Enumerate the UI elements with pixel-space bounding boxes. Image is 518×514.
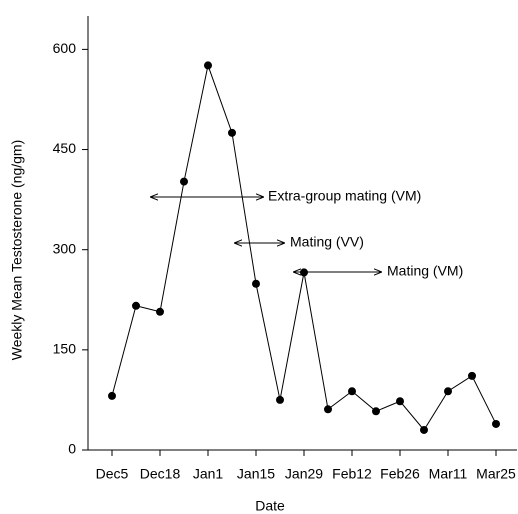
point	[300, 268, 308, 277]
point	[372, 407, 380, 416]
y-tick-label: 450	[53, 140, 77, 156]
y-tick-label: 300	[53, 240, 77, 256]
x-tick-label: Jan29	[285, 466, 323, 482]
x-tick-label: Feb12	[332, 466, 372, 482]
x-tick-label: Dec18	[140, 466, 181, 482]
x-tick-label: Mar11	[429, 466, 468, 482]
point	[132, 301, 140, 310]
point	[468, 371, 476, 380]
y-tick-label: 0	[68, 441, 76, 457]
point	[348, 387, 356, 396]
annotation: Mating (VV)	[290, 234, 364, 250]
point	[324, 405, 332, 414]
x-tick-label: Jan15	[237, 466, 275, 482]
point	[180, 177, 188, 186]
x-tick-label: Dec5	[96, 466, 129, 482]
point	[444, 387, 452, 396]
annotation: Extra-group mating (VM)	[268, 188, 421, 204]
point	[108, 391, 116, 400]
annotation: Mating (VM)	[387, 263, 463, 279]
x-tick-label: Feb26	[380, 466, 420, 482]
x-tick-label: Jan1	[193, 466, 224, 482]
point	[228, 128, 236, 137]
x-tick-label: Mar25	[476, 466, 516, 482]
point	[252, 279, 260, 288]
point	[204, 61, 212, 70]
point	[156, 307, 164, 316]
y-axis-label: Weekly Mean Testosterone (ng/gm)	[9, 140, 25, 360]
point	[420, 425, 428, 434]
y-tick-label: 150	[53, 341, 77, 357]
point	[492, 419, 500, 428]
point	[396, 397, 404, 406]
point	[276, 395, 284, 404]
x-axis-label: Date	[255, 498, 285, 514]
y-tick-label: 600	[53, 40, 77, 56]
